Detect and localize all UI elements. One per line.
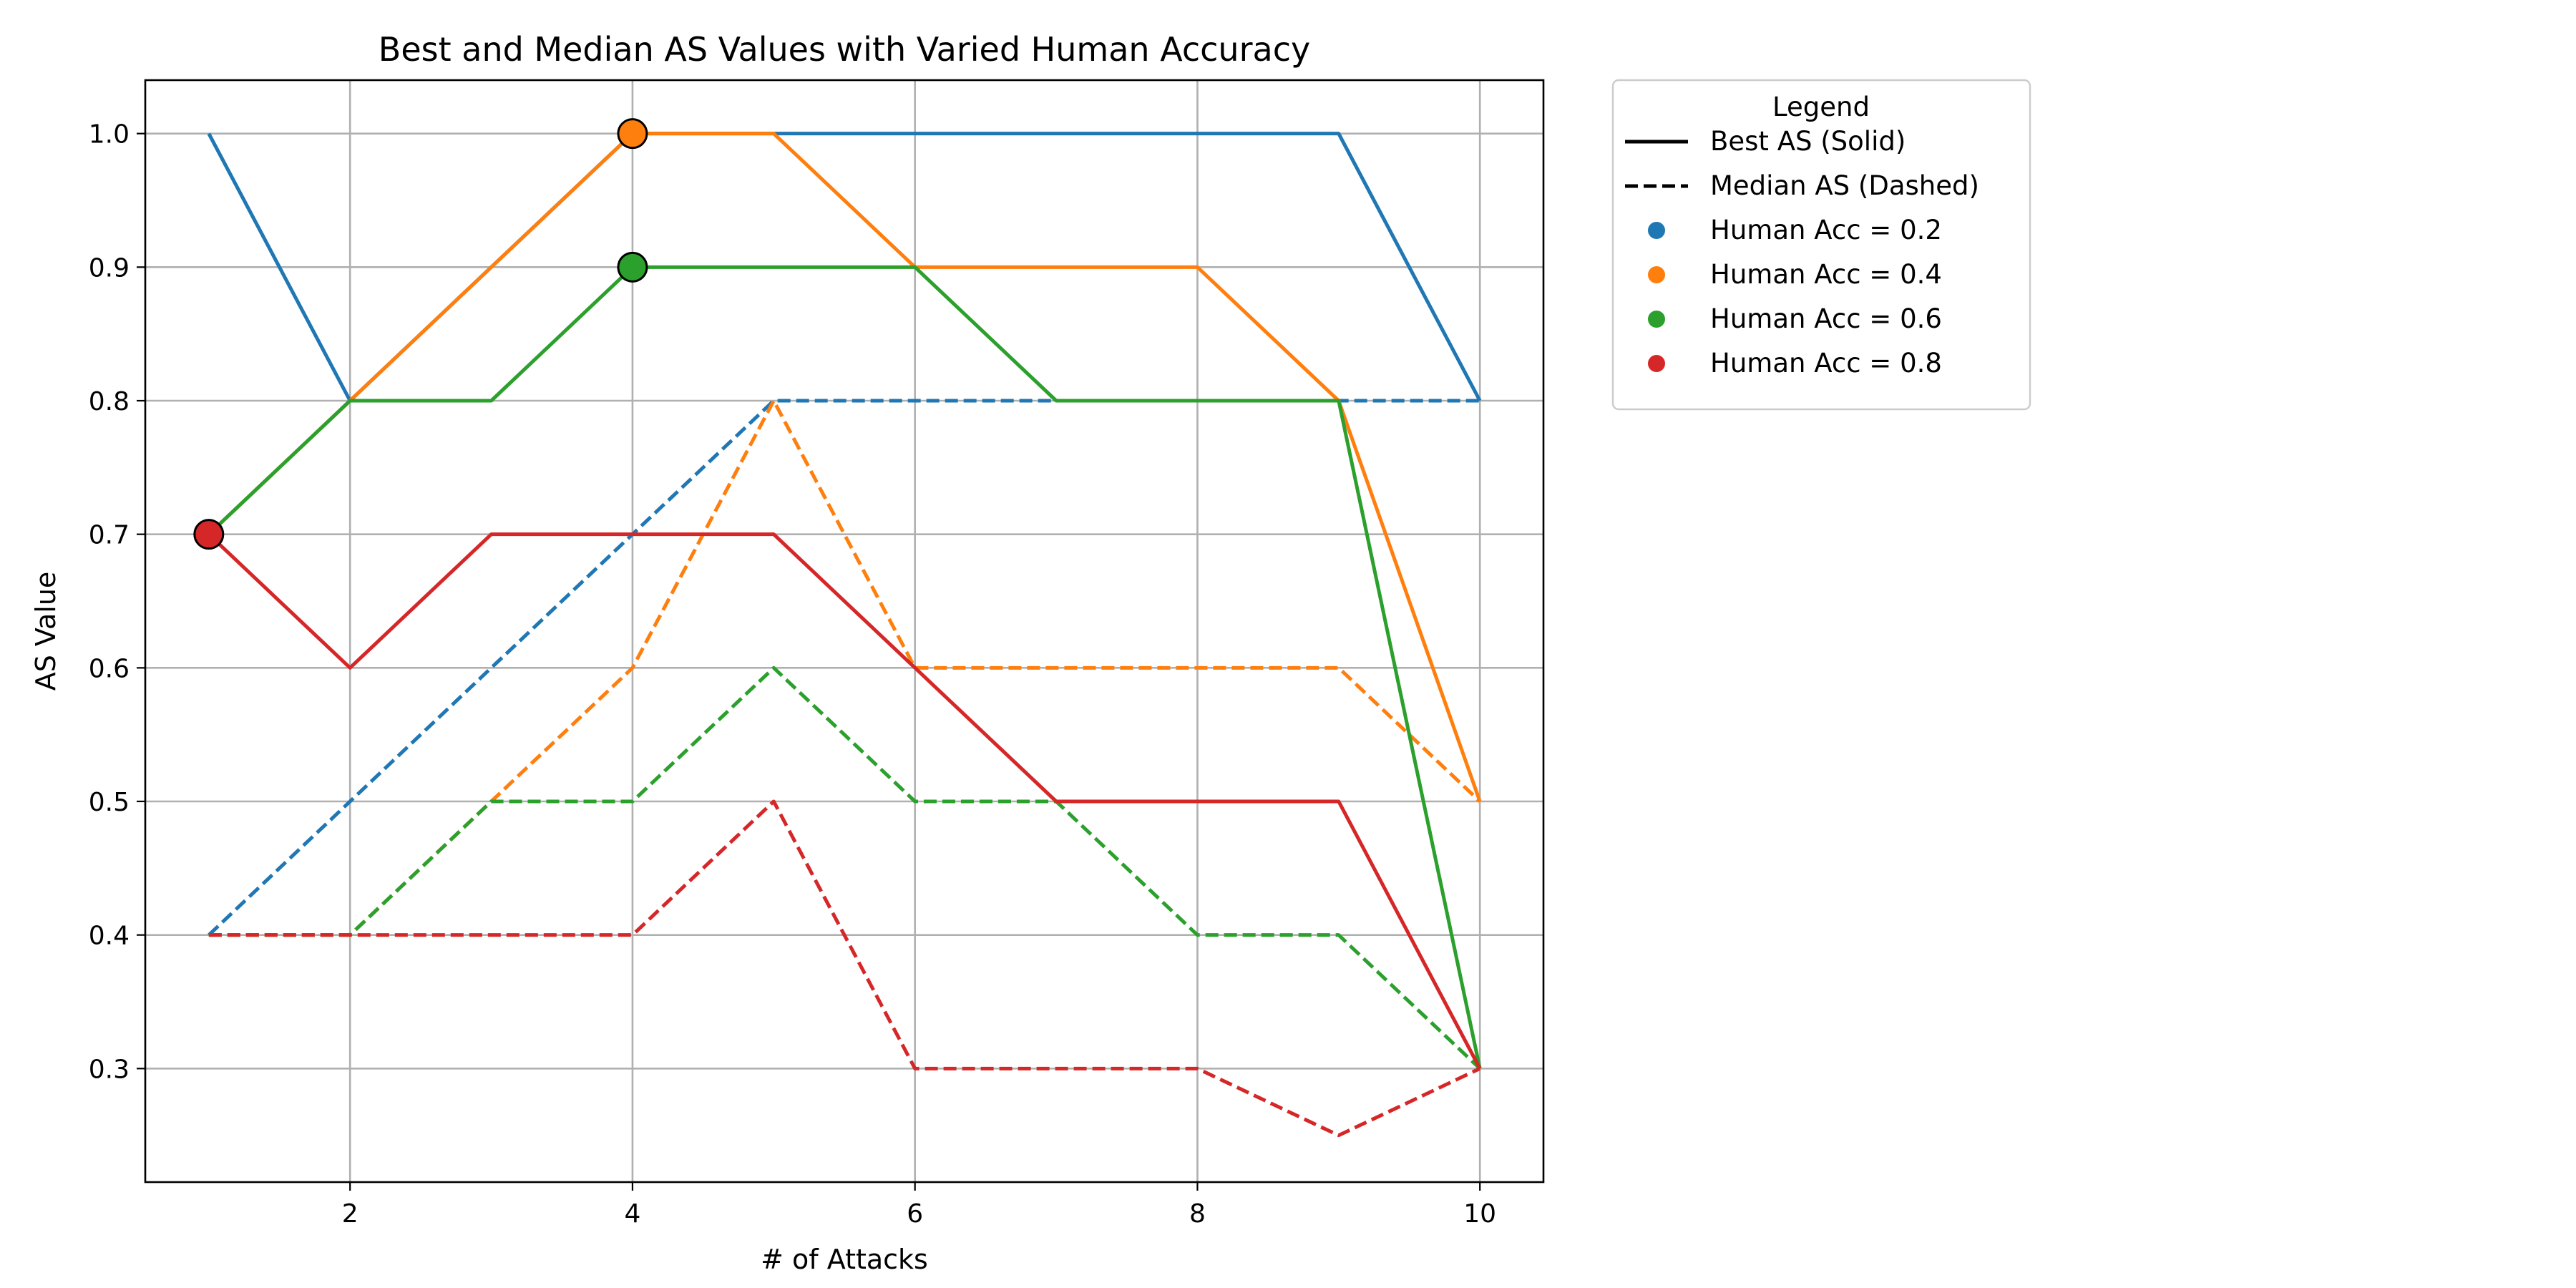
legend-dot-acc-0-4 xyxy=(1648,266,1665,283)
highlight-point-acc-0-6 xyxy=(617,251,648,283)
y-tick-label-0.7: 0.7 xyxy=(89,521,130,550)
legend-label-acc-0-4: Human Acc = 0.4 xyxy=(1710,259,1942,290)
plot-frame xyxy=(144,79,1545,1184)
x-tick-label-6: 6 xyxy=(907,1199,923,1229)
legend: Legend Best AS (Solid) Median AS (Dashed)… xyxy=(1611,79,2031,411)
legend-label-acc-0-6: Human Acc = 0.6 xyxy=(1710,303,1942,334)
best-line-acc-0-6 xyxy=(208,265,1482,1069)
legend-label-acc-0-8: Human Acc = 0.8 xyxy=(1710,348,1942,379)
y-tick-label-0.4: 0.4 xyxy=(89,922,130,951)
best-line-acc-0-4 xyxy=(208,132,1482,802)
y-tick-label-0.3: 0.3 xyxy=(89,1055,130,1084)
legend-label-acc-0-2: Human Acc = 0.2 xyxy=(1710,215,1942,245)
chart-title: Best and Median AS Values with Varied Hu… xyxy=(379,30,1310,69)
highlight-marker-layer xyxy=(193,118,648,550)
series-layer xyxy=(207,132,1482,1138)
legend-dot-acc-0-8 xyxy=(1648,355,1665,372)
highlight-point-acc-0-4 xyxy=(617,118,648,150)
y-axis-label: AS Value xyxy=(30,572,62,691)
legend-label-solid: Best AS (Solid) xyxy=(1710,126,1906,157)
legend-label-dashed: Median AS (Dashed) xyxy=(1710,170,1979,201)
y-tick-label-0.5: 0.5 xyxy=(89,788,130,817)
x-tick-label-10: 10 xyxy=(1463,1199,1496,1229)
y-tick-label-0.9: 0.9 xyxy=(89,253,130,283)
legend-entries: Best AS (Solid) Median AS (Dashed) Human A… xyxy=(1625,126,1979,379)
grid-layer xyxy=(145,80,1543,1182)
legend-dot-acc-0-6 xyxy=(1648,311,1665,328)
tick-layer: 2 4 6 8 10 0.3 0.4 0.5 0.6 0.7 0.8 0.9 1.0 xyxy=(89,120,1496,1229)
legend-dot-acc-0-2 xyxy=(1648,222,1665,239)
y-tick-label-0.6: 0.6 xyxy=(89,654,130,683)
legend-frame xyxy=(1611,79,2031,411)
highlight-point-acc-0-8 xyxy=(193,519,225,550)
y-tick-label-1.0: 1.0 xyxy=(89,120,130,150)
legend-title: Legend xyxy=(1772,92,1870,122)
x-tick-label-2: 2 xyxy=(342,1199,358,1229)
x-tick-label-4: 4 xyxy=(624,1199,640,1229)
best-line-acc-0-8 xyxy=(208,532,1482,1070)
x-tick-label-8: 8 xyxy=(1189,1199,1206,1229)
y-tick-label-0.8: 0.8 xyxy=(89,387,130,416)
median-line-acc-0-8 xyxy=(208,799,1481,1138)
median-line-acc-0-6 xyxy=(208,665,1481,1070)
x-axis-label: # of Attacks xyxy=(761,1244,928,1275)
